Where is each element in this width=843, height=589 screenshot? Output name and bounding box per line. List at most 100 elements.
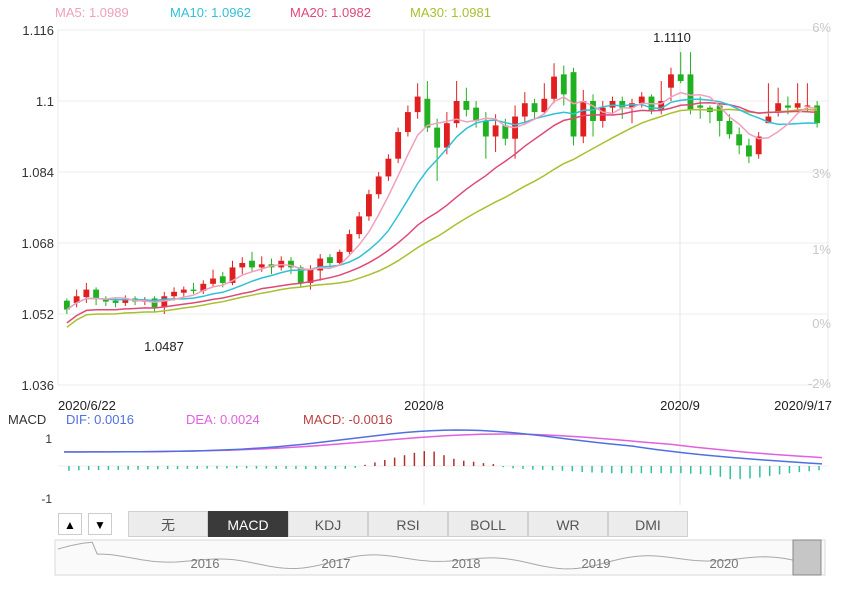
- candle-body: [814, 105, 821, 124]
- legend-ma20: MA20: 1.0982: [290, 5, 371, 20]
- candle-body: [492, 125, 499, 137]
- candle-body: [697, 105, 704, 108]
- candle-body: [83, 289, 90, 298]
- candle-body: [288, 260, 294, 268]
- candle-body: [687, 74, 694, 110]
- candle-body: [502, 125, 509, 139]
- candle-body: [317, 258, 324, 271]
- candle-body: [658, 101, 665, 110]
- candle-body: [258, 264, 265, 268]
- right-tick-label: 3%: [812, 166, 831, 181]
- candle-body: [356, 216, 363, 235]
- right-tick-label: 6%: [812, 20, 831, 35]
- candle-body: [541, 98, 548, 113]
- ma20-line: [66, 102, 818, 324]
- tab-rsi[interactable]: RSI: [368, 511, 448, 537]
- y-tick-label: 1.036: [21, 378, 54, 393]
- candle-body: [609, 101, 616, 108]
- ma10-line: [66, 98, 818, 311]
- tab-macd[interactable]: MACD: [208, 511, 288, 537]
- right-tick-label: 0%: [812, 316, 831, 331]
- x-tick-label: 2020/9/17: [774, 398, 832, 413]
- candle-body: [716, 105, 723, 121]
- overview-year-label: 2017: [322, 556, 351, 571]
- y-tick-label: 1.084: [21, 165, 54, 180]
- macd-dif-label: DIF: 0.0016: [66, 412, 134, 427]
- candle-body: [775, 103, 782, 113]
- low-annotation: 1.0487: [144, 339, 184, 354]
- candle-body: [385, 158, 392, 177]
- candle-body: [453, 101, 460, 124]
- right-tick-label: -2%: [808, 376, 832, 391]
- legend-ma30: MA30: 1.0981: [410, 5, 491, 20]
- x-tick-label: 2020/9: [660, 398, 700, 413]
- overview-selection-handle[interactable]: [792, 539, 822, 576]
- candle-body: [619, 101, 626, 108]
- candle-body: [482, 120, 489, 137]
- tab-kdj[interactable]: KDJ: [288, 511, 368, 537]
- indicator-tab-bar: ▲ ▼ 无 MACD KDJ RSI BOLL WR DMI: [0, 509, 843, 537]
- candle-body: [93, 289, 100, 299]
- tab-boll[interactable]: BOLL: [448, 511, 528, 537]
- candle-body: [171, 291, 177, 297]
- overview-year-label: 2018: [452, 556, 481, 571]
- x-tick-label: 2020/8: [404, 398, 444, 413]
- macd-value-label: MACD: -0.0016: [303, 412, 393, 427]
- candle-body: [736, 134, 743, 146]
- candle-body: [551, 76, 557, 99]
- overview-year-label: 2020: [710, 556, 739, 571]
- scroll-up-button[interactable]: ▲: [58, 513, 82, 535]
- macd-dea-line: [64, 433, 823, 459]
- candle-body: [521, 103, 528, 117]
- y-tick-label: 1.068: [21, 236, 54, 251]
- candle-body: [473, 107, 480, 121]
- candle-body: [336, 251, 343, 263]
- high-annotation: 1.1110: [653, 30, 691, 45]
- candle-body: [755, 136, 762, 155]
- candle-body: [804, 105, 811, 107]
- candle-body: [726, 120, 733, 135]
- overview-year-label: 2019: [582, 556, 611, 571]
- candle-body: [210, 278, 216, 284]
- candle-body: [463, 101, 470, 110]
- ma5-line: [66, 91, 818, 311]
- candle-body: [112, 300, 119, 303]
- legend-ma5: MA5: 1.0989: [55, 5, 129, 20]
- candle-body: [677, 74, 684, 82]
- macd-label: MACD: [8, 412, 46, 427]
- candle-body: [190, 289, 197, 291]
- right-tick-label: 1%: [812, 242, 831, 257]
- candle-body: [102, 298, 109, 302]
- macd-tick-label: 1: [45, 432, 52, 446]
- candle-body: [424, 98, 431, 128]
- candle-body: [765, 116, 772, 124]
- candle-body: [794, 103, 801, 108]
- candle-body: [395, 132, 402, 159]
- candle-body: [122, 298, 129, 303]
- candle-body: [297, 267, 304, 283]
- candle-body: [307, 269, 314, 283]
- candle-body: [668, 74, 674, 88]
- macd-tick-label: -1: [41, 492, 52, 506]
- candle-body: [746, 145, 752, 157]
- candle-body: [219, 276, 226, 283]
- candle-body: [375, 176, 382, 195]
- scroll-down-button[interactable]: ▼: [88, 513, 112, 535]
- candle-body: [404, 112, 411, 133]
- ma30-line: [66, 108, 818, 328]
- y-tick-label: 1.052: [21, 307, 54, 322]
- tab-none[interactable]: 无: [128, 511, 208, 537]
- candle-body: [229, 267, 236, 283]
- candle-body: [434, 127, 441, 148]
- candle-body: [161, 296, 168, 308]
- candle-body: [180, 289, 187, 293]
- candle-body: [784, 105, 791, 108]
- tab-dmi[interactable]: DMI: [608, 511, 688, 537]
- tab-wr[interactable]: WR: [528, 511, 608, 537]
- candle-body: [638, 96, 645, 104]
- candle-body: [580, 101, 587, 137]
- overview-line: [57, 541, 794, 570]
- y-tick-label: 1.116: [22, 23, 54, 38]
